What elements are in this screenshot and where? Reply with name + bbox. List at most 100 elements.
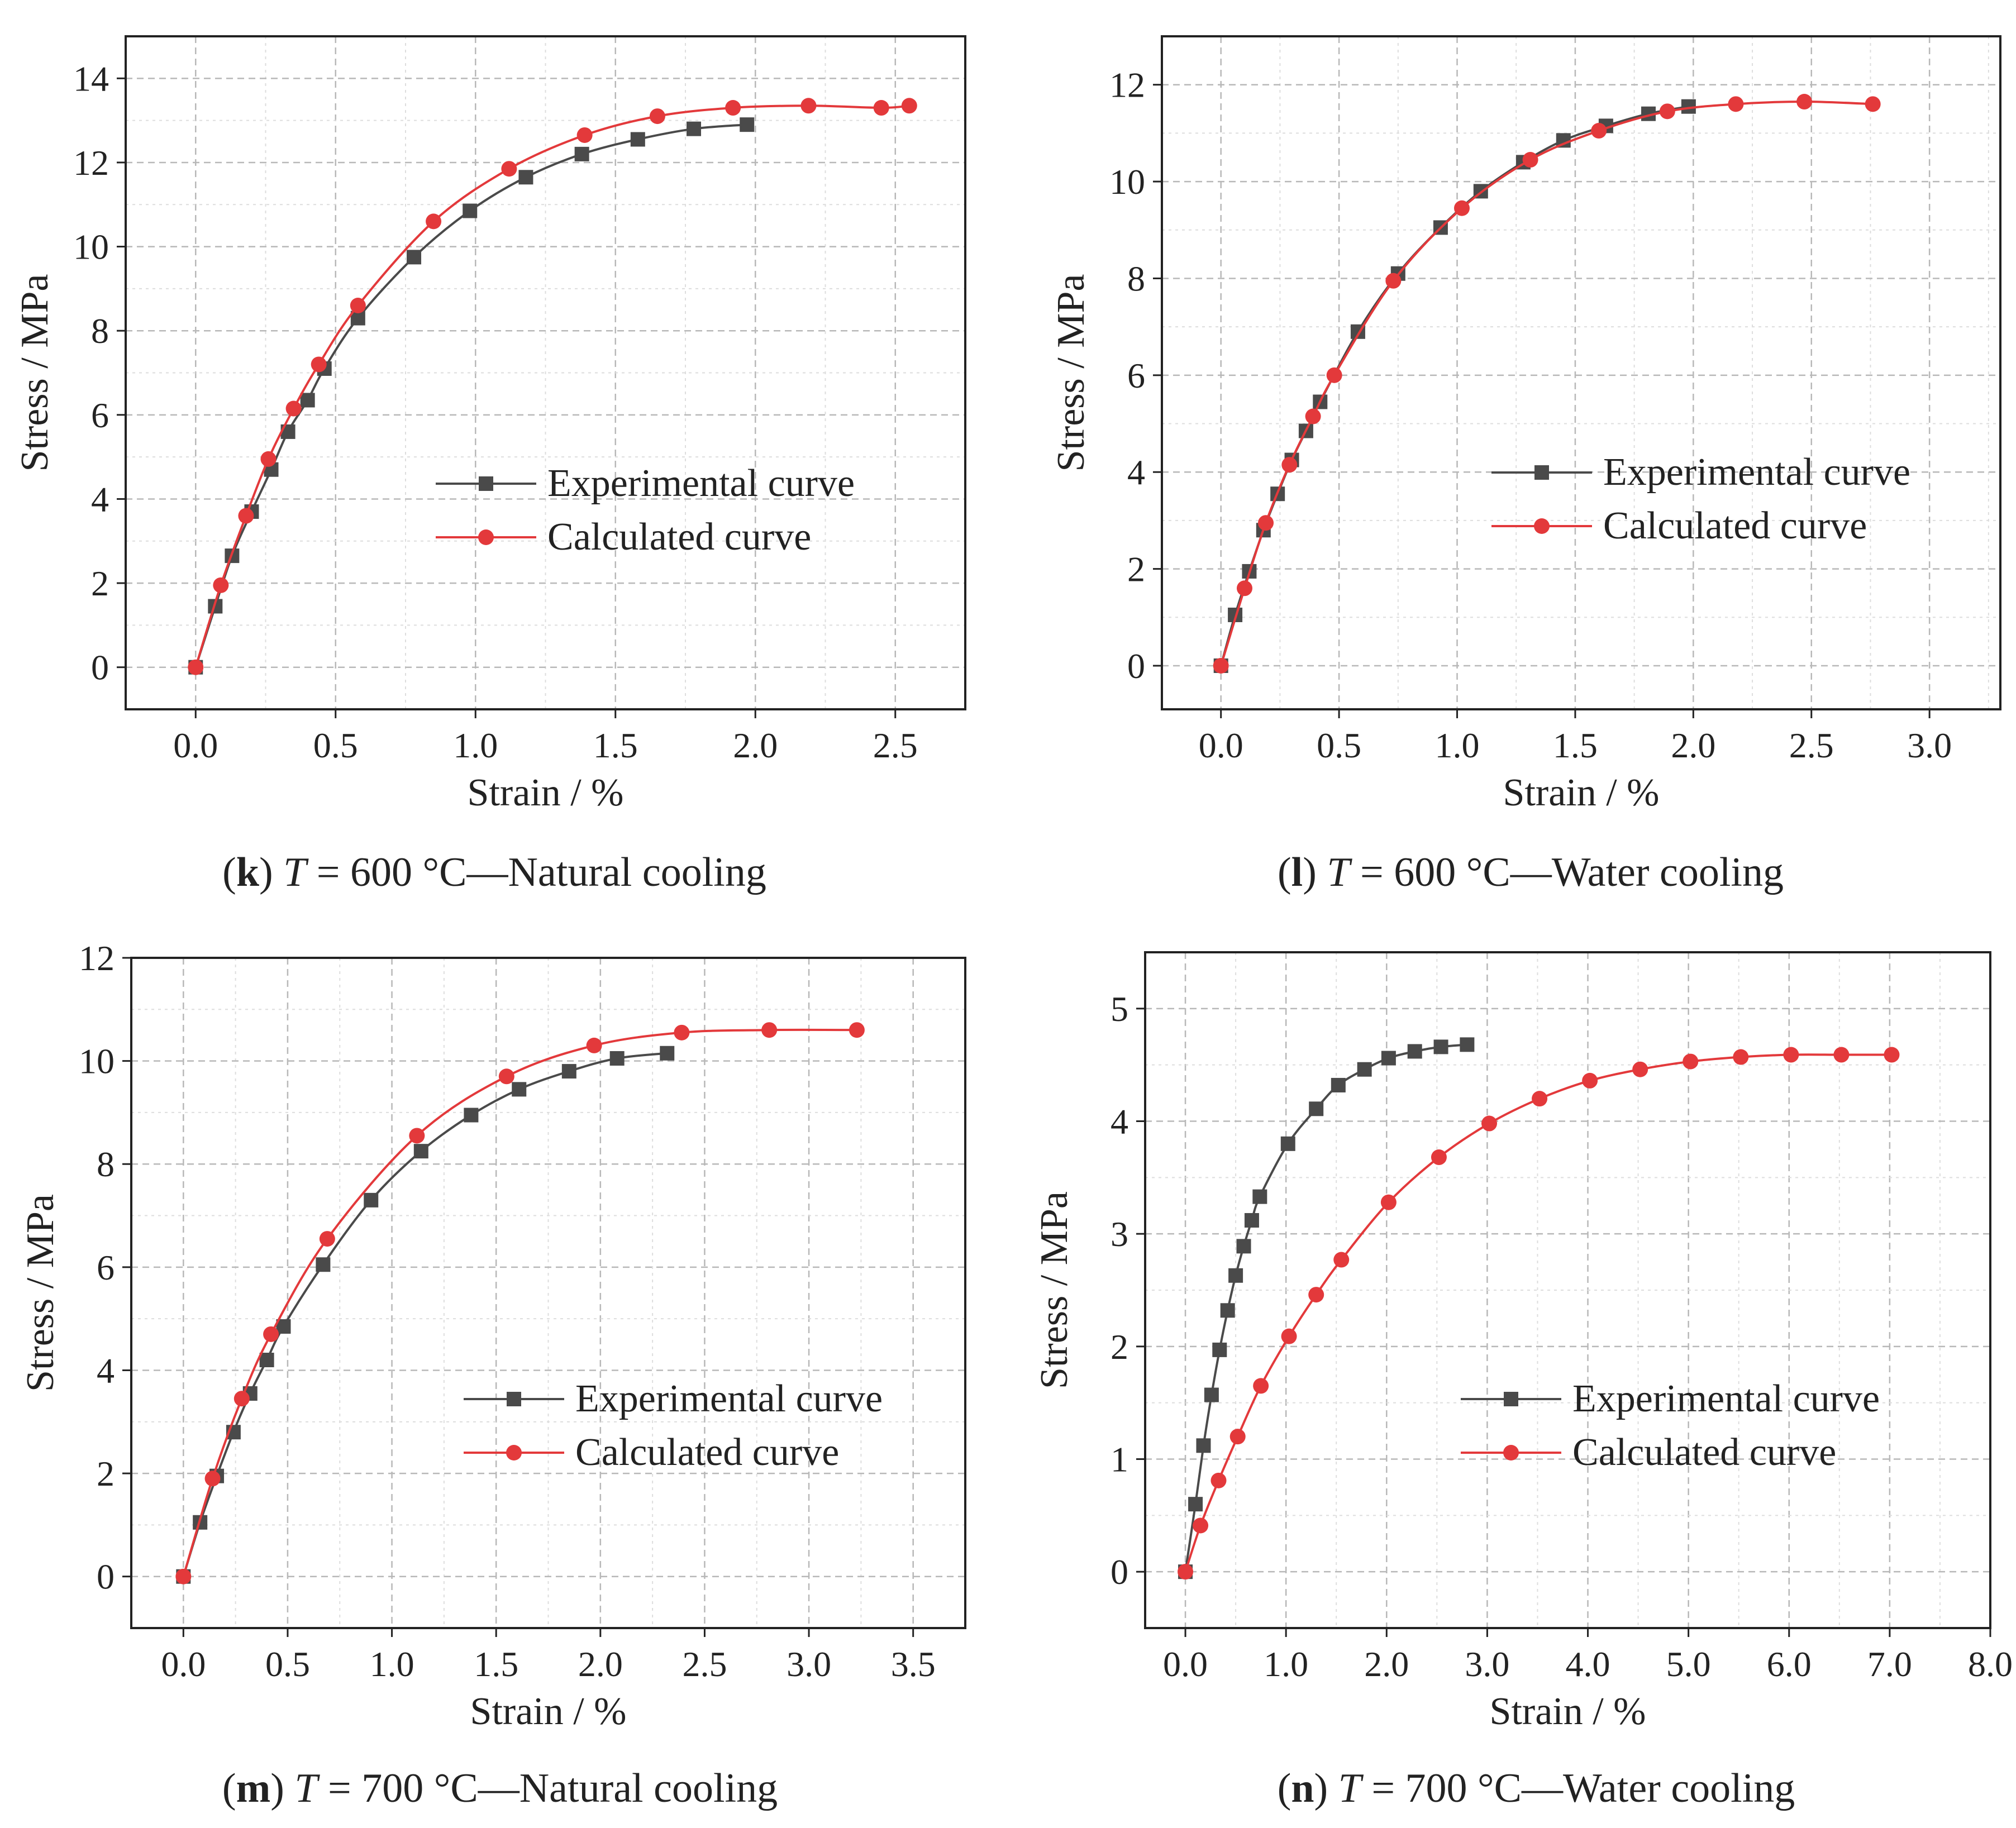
- data-point-circle: [1733, 1049, 1749, 1065]
- data-point-square: [561, 1064, 576, 1079]
- data-point-circle: [1213, 657, 1229, 674]
- legend: Experimental curve Calculated curve: [464, 1377, 883, 1474]
- data-point-square: [413, 1144, 428, 1159]
- data-point-circle: [409, 1128, 425, 1144]
- y-tick-label: 0: [91, 648, 109, 688]
- y-tick-label: 5: [1111, 989, 1128, 1029]
- data-point-circle: [1229, 1429, 1246, 1445]
- legend-marker-circle: [1503, 1445, 1519, 1461]
- x-tick-label: 1.0: [370, 1644, 414, 1684]
- y-tick-label: 4: [1111, 1102, 1128, 1142]
- data-point-circle: [1258, 515, 1274, 531]
- plot-frame: [125, 35, 966, 710]
- y-tick-label: 12: [79, 938, 115, 978]
- legend-marker-circle: [1534, 518, 1550, 534]
- data-point-square: [1309, 1101, 1324, 1116]
- data-point-circle: [213, 577, 229, 593]
- data-point-circle: [1333, 1252, 1350, 1268]
- caption-l-text: = 600 °C—Water cooling: [1350, 849, 1784, 895]
- x-tick-label: 0.0: [161, 1644, 206, 1684]
- caption-n: (n) T = 700 °C—Water cooling: [1277, 1765, 1795, 1811]
- data-point-circle: [1305, 408, 1321, 424]
- data-point-circle: [674, 1024, 690, 1041]
- y-tick-label: 3: [1111, 1214, 1128, 1254]
- y-tick-label: 4: [91, 479, 109, 519]
- y-axis-label: Stress / MPa: [1033, 1191, 1076, 1389]
- grid: [1145, 952, 1990, 1628]
- y-tick-label: 2: [1127, 550, 1145, 589]
- data-point-square: [1212, 1342, 1227, 1357]
- x-tick-label: 1.0: [453, 726, 498, 765]
- x-tick-label: 2.5: [1789, 726, 1834, 765]
- data-point-square: [1236, 1239, 1251, 1254]
- data-point-circle: [285, 400, 302, 417]
- x-tick-label: 1.5: [474, 1644, 518, 1684]
- data-point-circle: [800, 98, 817, 114]
- data-point-circle: [1783, 1047, 1799, 1063]
- data-point-circle: [1236, 580, 1252, 596]
- caption-n-letter: n: [1291, 1765, 1314, 1811]
- x-tick-label: 2.0: [1364, 1644, 1409, 1684]
- legend-label: Experimental curve: [1572, 1377, 1880, 1420]
- series-calculated: [188, 98, 917, 675]
- x-tick-label: 5.0: [1666, 1644, 1711, 1684]
- data-point-circle: [1632, 1061, 1648, 1077]
- data-point-circle: [1380, 1194, 1397, 1210]
- data-point-circle: [1582, 1072, 1598, 1089]
- plot-frame: [130, 957, 966, 1629]
- caption-m: (m) T = 700 °C—Natural cooling: [222, 1765, 778, 1811]
- data-point-square: [1331, 1077, 1346, 1092]
- data-point-square: [1188, 1497, 1203, 1512]
- series-experimental: [188, 117, 755, 675]
- x-tick-label: 1.0: [1435, 726, 1480, 765]
- data-point-circle: [1522, 152, 1538, 168]
- chart-m: 0.0 0.5 1.0 1.5 2.0 2.5 3.0 3.5 0 2 4 6 8 10 12 Strain …: [19, 938, 966, 1733]
- y-tick-label: 10: [1109, 162, 1145, 202]
- data-point-square: [1204, 1387, 1219, 1402]
- data-point-circle: [188, 659, 204, 675]
- series-line: [1184, 1053, 1892, 1572]
- data-point-circle: [498, 1068, 514, 1085]
- y-tick-label: 12: [1109, 65, 1145, 105]
- data-point-square: [1220, 1303, 1235, 1318]
- legend-marker-square: [479, 476, 493, 491]
- grid: [1162, 36, 2000, 709]
- legend-marker-square: [1504, 1392, 1518, 1406]
- data-point-circle: [260, 451, 277, 467]
- grid: [126, 36, 965, 709]
- x-axis-label: Strain / %: [1490, 1690, 1646, 1733]
- legend-marker-square: [1534, 465, 1549, 480]
- legend-label: Calculated curve: [1603, 504, 1867, 547]
- data-point-square: [316, 1257, 331, 1272]
- x-tick-label: 0.5: [265, 1644, 310, 1684]
- legend-marker-circle: [506, 1445, 522, 1461]
- x-tick-label: 2.0: [733, 726, 778, 765]
- x-tick-label: 3.0: [1907, 726, 1952, 765]
- caption-l-letter: l: [1291, 849, 1303, 895]
- data-point-circle: [238, 508, 254, 524]
- x-axis-label: Strain / %: [1503, 771, 1660, 814]
- caption-n-text: = 700 °C—Water cooling: [1361, 1765, 1795, 1811]
- x-tick-label: 2.0: [578, 1644, 623, 1684]
- y-tick-label: 0: [1111, 1552, 1128, 1592]
- data-point-circle: [233, 1391, 250, 1407]
- x-axis-label: Strain / %: [470, 1690, 627, 1733]
- y-tick-label: 8: [91, 311, 109, 351]
- x-tick-label: 4.0: [1566, 1644, 1610, 1684]
- series-line: [182, 1028, 857, 1577]
- data-point-square: [300, 393, 315, 408]
- y-tick-label: 6: [91, 395, 109, 435]
- data-point-circle: [586, 1037, 602, 1053]
- data-point-circle: [1532, 1091, 1548, 1107]
- x-tick-label: 6.0: [1767, 1644, 1812, 1684]
- data-point-circle: [1193, 1517, 1209, 1534]
- chart-k: 0.0 0.5 1.0 1.5 2.0 2.5 0 2 4 6 8 10 12 14 Strain / % S…: [13, 35, 966, 814]
- data-point-circle: [350, 298, 366, 313]
- data-point-circle: [319, 1231, 335, 1247]
- y-tick-label: 8: [1127, 259, 1145, 298]
- data-point-square: [1407, 1044, 1422, 1059]
- data-point-square: [687, 121, 702, 136]
- data-point-circle: [1683, 1053, 1699, 1070]
- y-tick-label: 2: [1111, 1327, 1128, 1367]
- x-tick-label: 0.0: [1199, 726, 1243, 765]
